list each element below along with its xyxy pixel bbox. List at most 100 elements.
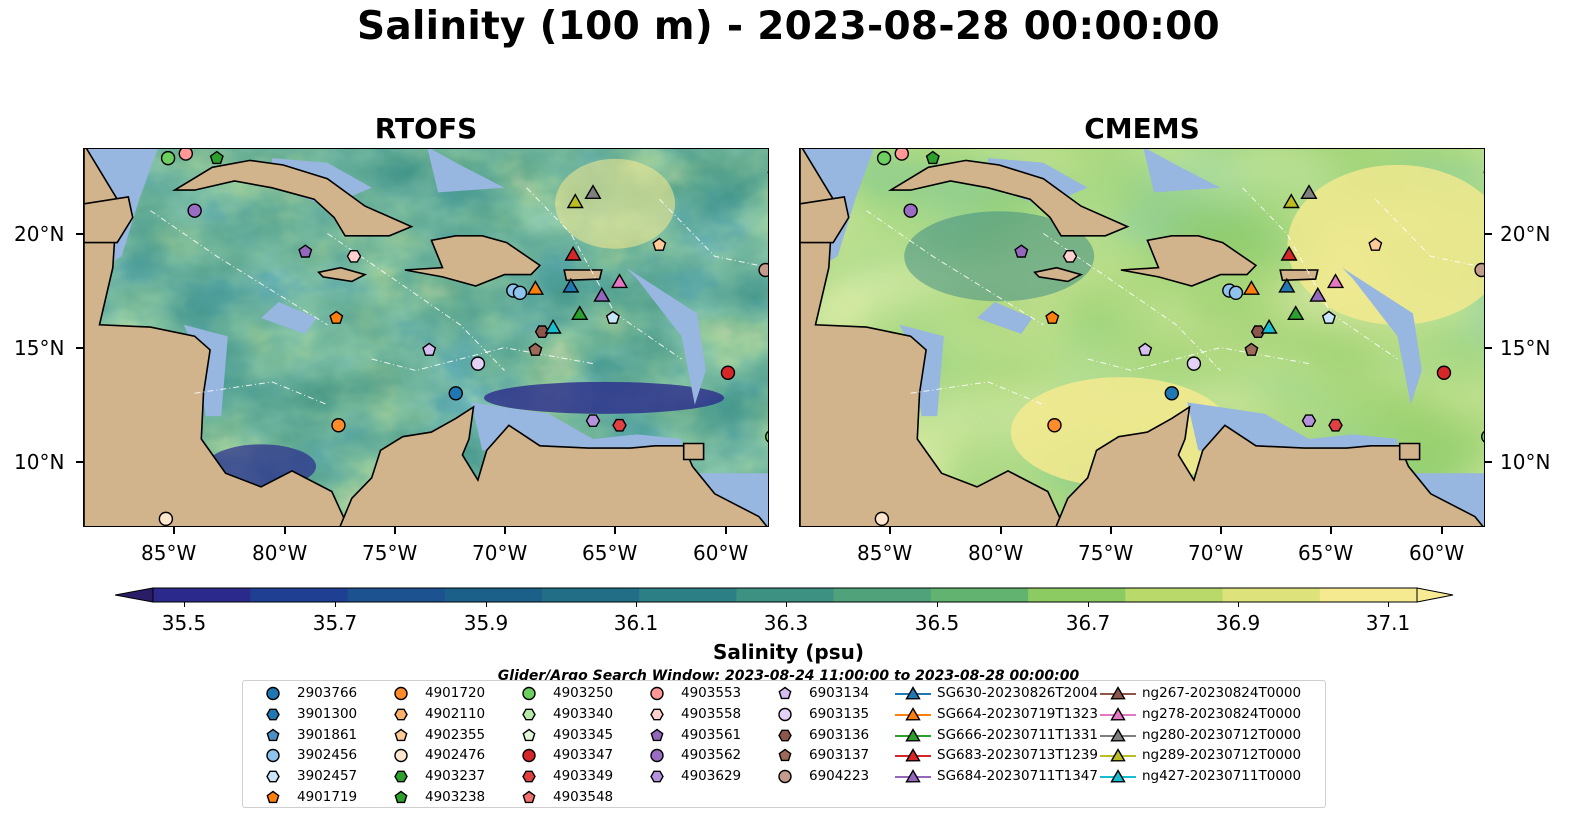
float-marker[interactable] (585, 414, 601, 427)
legend-marker-icon[interactable] (266, 790, 280, 804)
float-marker[interactable] (1282, 193, 1300, 209)
float-marker[interactable] (544, 318, 562, 334)
float-marker[interactable] (925, 150, 940, 165)
float-marker[interactable] (571, 305, 589, 321)
legend-marker-icon[interactable] (394, 749, 408, 763)
legend-marker-icon[interactable] (778, 707, 792, 721)
float-marker[interactable] (298, 244, 313, 258)
float-marker[interactable] (1164, 386, 1179, 401)
float-marker[interactable] (187, 203, 202, 218)
float-marker[interactable] (1062, 249, 1078, 263)
float-marker[interactable] (1301, 414, 1317, 427)
legend-marker-icon[interactable] (1110, 706, 1126, 721)
float-marker[interactable] (1309, 286, 1327, 302)
float-marker[interactable] (593, 286, 611, 302)
legend-marker-icon[interactable] (1110, 727, 1126, 742)
float-marker[interactable] (1047, 418, 1062, 433)
map-rtofs[interactable] (83, 148, 769, 527)
float-marker[interactable] (874, 511, 890, 526)
float-marker[interactable] (1138, 342, 1153, 356)
float-marker[interactable] (1242, 280, 1261, 295)
float-marker[interactable] (528, 342, 543, 356)
float-marker[interactable] (767, 168, 769, 180)
float-marker[interactable] (209, 150, 224, 165)
float-marker[interactable] (610, 273, 629, 289)
float-marker[interactable] (331, 418, 346, 433)
legend-marker-icon[interactable] (1110, 769, 1126, 783)
float-marker[interactable] (564, 245, 582, 261)
legend-marker-icon[interactable] (394, 770, 408, 783)
float-marker[interactable] (534, 325, 550, 339)
float-marker[interactable] (1326, 273, 1345, 289)
legend-marker-icon[interactable] (1110, 748, 1126, 762)
float-marker[interactable] (562, 277, 580, 293)
legend-marker-icon[interactable] (266, 708, 280, 721)
float-marker[interactable] (1321, 310, 1336, 324)
legend-marker-icon[interactable] (522, 770, 536, 783)
float-marker[interactable] (584, 184, 602, 199)
legend-marker-icon[interactable] (266, 686, 280, 701)
legend-marker-icon[interactable] (522, 790, 536, 804)
float-marker[interactable] (1014, 244, 1029, 258)
legend-marker-icon[interactable] (394, 728, 408, 741)
legend-marker-icon[interactable] (650, 749, 664, 763)
float-marker[interactable] (894, 149, 909, 161)
legend-marker-icon[interactable] (905, 727, 921, 742)
float-marker[interactable] (1228, 285, 1244, 301)
float-marker[interactable] (1244, 342, 1259, 356)
float-marker[interactable] (720, 365, 736, 380)
float-marker[interactable] (1483, 168, 1485, 180)
float-marker[interactable] (158, 511, 174, 526)
float-marker[interactable] (448, 386, 463, 401)
float-marker[interactable] (329, 310, 344, 324)
legend-marker-icon[interactable] (1110, 686, 1126, 700)
legend-marker-icon[interactable] (522, 686, 536, 701)
legend-marker-icon[interactable] (522, 749, 536, 763)
float-marker[interactable] (566, 193, 584, 209)
float-marker[interactable] (1278, 277, 1296, 293)
legend-marker-icon[interactable] (394, 686, 408, 701)
float-marker[interactable] (1186, 356, 1202, 371)
float-marker[interactable] (1280, 245, 1298, 261)
legend-marker-icon[interactable] (905, 706, 921, 721)
float-marker[interactable] (512, 285, 528, 301)
float-marker[interactable] (422, 342, 437, 356)
float-marker[interactable] (652, 237, 667, 251)
legend-marker-icon[interactable] (905, 686, 921, 700)
float-marker[interactable] (605, 310, 620, 324)
legend-marker-icon[interactable] (522, 708, 536, 721)
float-marker[interactable] (470, 356, 486, 371)
float-marker[interactable] (903, 203, 918, 218)
float-marker[interactable] (1260, 318, 1278, 334)
float-marker[interactable] (612, 418, 627, 432)
float-marker[interactable] (876, 150, 892, 166)
legend-marker-icon[interactable] (650, 708, 664, 721)
float-marker[interactable] (160, 150, 176, 166)
legend-marker-icon[interactable] (905, 748, 921, 762)
float-marker[interactable] (1368, 237, 1383, 251)
float-marker[interactable] (1481, 430, 1485, 443)
float-marker[interactable] (346, 249, 362, 263)
legend-marker-icon[interactable] (650, 770, 664, 783)
legend-marker-icon[interactable] (266, 770, 280, 783)
legend-marker-icon[interactable] (522, 728, 536, 741)
legend-marker-icon[interactable] (394, 790, 408, 804)
float-marker[interactable] (526, 280, 545, 295)
float-marker[interactable] (1250, 325, 1266, 339)
float-marker[interactable] (758, 262, 769, 278)
legend-marker-icon[interactable] (650, 728, 664, 741)
float-marker[interactable] (178, 149, 193, 161)
legend-marker-icon[interactable] (266, 749, 280, 763)
legend-marker-icon[interactable] (778, 749, 792, 762)
legend-marker-icon[interactable] (266, 728, 280, 741)
legend-marker-icon[interactable] (778, 729, 792, 741)
float-marker[interactable] (1300, 184, 1318, 199)
float-marker[interactable] (1045, 310, 1060, 324)
legend-marker-icon[interactable] (650, 686, 664, 701)
float-marker[interactable] (1287, 305, 1305, 321)
legend-marker-icon[interactable] (394, 708, 408, 721)
float-marker[interactable] (765, 430, 769, 443)
float-marker[interactable] (1436, 365, 1452, 380)
legend-marker-icon[interactable] (778, 769, 792, 784)
float-marker[interactable] (1474, 262, 1485, 278)
